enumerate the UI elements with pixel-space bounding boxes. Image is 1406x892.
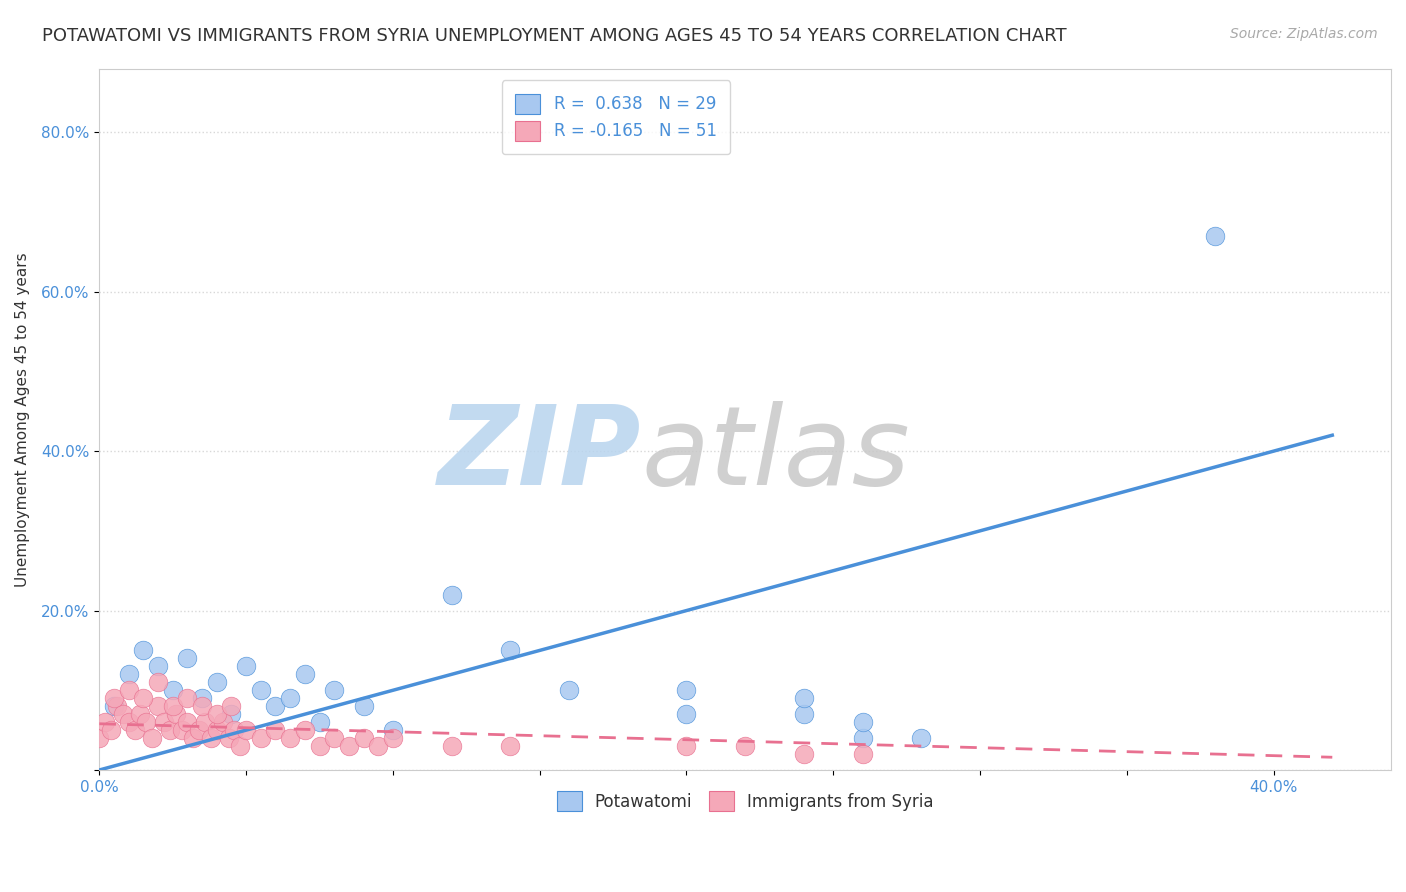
Point bbox=[105, 699, 128, 714]
Point bbox=[132, 691, 155, 706]
Point bbox=[323, 683, 346, 698]
Point bbox=[793, 691, 815, 706]
Point bbox=[235, 723, 257, 738]
Point bbox=[181, 731, 204, 745]
Point bbox=[852, 747, 875, 761]
Point bbox=[111, 707, 134, 722]
Point bbox=[129, 707, 152, 722]
Point bbox=[205, 707, 228, 722]
Point bbox=[278, 731, 301, 745]
Point bbox=[221, 707, 243, 722]
Point bbox=[135, 715, 157, 730]
Legend: Potawatomi, Immigrants from Syria: Potawatomi, Immigrants from Syria bbox=[543, 778, 948, 825]
Point bbox=[499, 643, 522, 657]
Text: POTAWATOMI VS IMMIGRANTS FROM SYRIA UNEMPLOYMENT AMONG AGES 45 TO 54 YEARS CORRE: POTAWATOMI VS IMMIGRANTS FROM SYRIA UNEM… bbox=[42, 27, 1067, 45]
Point bbox=[118, 667, 141, 681]
Point bbox=[211, 715, 233, 730]
Point bbox=[205, 675, 228, 690]
Point bbox=[188, 723, 211, 738]
Point bbox=[793, 707, 815, 722]
Point bbox=[440, 739, 463, 753]
Point bbox=[224, 723, 246, 738]
Point bbox=[205, 723, 228, 738]
Point bbox=[200, 731, 222, 745]
Point bbox=[381, 723, 404, 738]
Point bbox=[367, 739, 389, 753]
Point bbox=[308, 715, 330, 730]
Point bbox=[191, 699, 214, 714]
Point bbox=[264, 699, 287, 714]
Point bbox=[235, 659, 257, 673]
Point bbox=[146, 659, 169, 673]
Point bbox=[165, 707, 187, 722]
Point bbox=[176, 715, 198, 730]
Point bbox=[94, 715, 117, 730]
Point bbox=[176, 691, 198, 706]
Point bbox=[162, 683, 184, 698]
Point bbox=[146, 699, 169, 714]
Point bbox=[162, 699, 184, 714]
Point bbox=[852, 731, 875, 745]
Point bbox=[103, 691, 125, 706]
Point bbox=[308, 739, 330, 753]
Point bbox=[100, 723, 122, 738]
Point bbox=[249, 731, 271, 745]
Point bbox=[294, 723, 316, 738]
Point bbox=[221, 699, 243, 714]
Point bbox=[353, 731, 375, 745]
Point bbox=[353, 699, 375, 714]
Point bbox=[734, 739, 756, 753]
Point bbox=[159, 723, 181, 738]
Point bbox=[194, 715, 217, 730]
Point bbox=[118, 683, 141, 698]
Point bbox=[323, 731, 346, 745]
Point bbox=[176, 651, 198, 665]
Text: atlas: atlas bbox=[641, 401, 911, 508]
Point bbox=[440, 588, 463, 602]
Y-axis label: Unemployment Among Ages 45 to 54 years: Unemployment Among Ages 45 to 54 years bbox=[15, 252, 30, 587]
Point bbox=[146, 675, 169, 690]
Text: ZIP: ZIP bbox=[439, 401, 641, 508]
Point bbox=[558, 683, 581, 698]
Point bbox=[278, 691, 301, 706]
Point bbox=[675, 683, 697, 698]
Point bbox=[264, 723, 287, 738]
Point bbox=[132, 643, 155, 657]
Point bbox=[294, 667, 316, 681]
Point bbox=[141, 731, 163, 745]
Point bbox=[337, 739, 360, 753]
Point bbox=[852, 715, 875, 730]
Point bbox=[499, 739, 522, 753]
Point bbox=[675, 707, 697, 722]
Point bbox=[910, 731, 932, 745]
Point bbox=[1204, 228, 1226, 243]
Point bbox=[229, 739, 252, 753]
Point bbox=[381, 731, 404, 745]
Point bbox=[118, 715, 141, 730]
Point bbox=[103, 699, 125, 714]
Point bbox=[170, 723, 193, 738]
Point bbox=[218, 731, 240, 745]
Point bbox=[793, 747, 815, 761]
Point bbox=[249, 683, 271, 698]
Point bbox=[153, 715, 176, 730]
Text: Source: ZipAtlas.com: Source: ZipAtlas.com bbox=[1230, 27, 1378, 41]
Point bbox=[124, 723, 146, 738]
Point bbox=[191, 691, 214, 706]
Point bbox=[89, 731, 111, 745]
Point bbox=[675, 739, 697, 753]
